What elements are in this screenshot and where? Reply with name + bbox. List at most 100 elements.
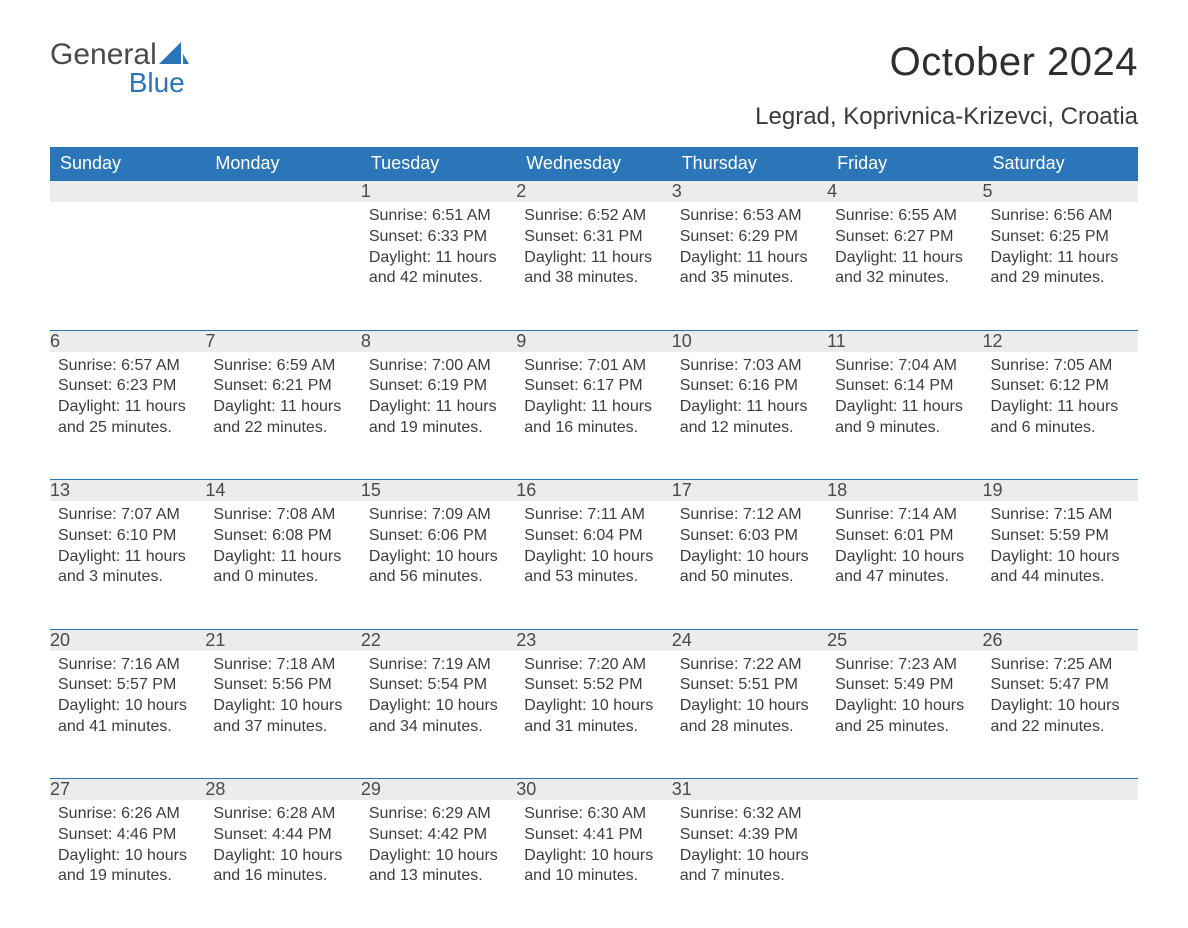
day-number-cell: 4: [827, 181, 982, 203]
day-content: Sunrise: 7:14 AMSunset: 6:01 PMDaylight:…: [827, 501, 982, 598]
day-content-cell: Sunrise: 7:22 AMSunset: 5:51 PMDaylight:…: [672, 651, 827, 779]
day-content: Sunrise: 7:05 AMSunset: 6:12 PMDaylight:…: [983, 352, 1138, 449]
day-content-cell: Sunrise: 7:14 AMSunset: 6:01 PMDaylight:…: [827, 501, 982, 629]
day-content-cell: Sunrise: 6:32 AMSunset: 4:39 PMDaylight:…: [672, 800, 827, 928]
sunset-line: Sunset: 6:12 PM: [991, 376, 1130, 397]
day-number-cell: 14: [205, 480, 360, 502]
day-content: Sunrise: 7:25 AMSunset: 5:47 PMDaylight:…: [983, 651, 1138, 748]
sunset-line: Sunset: 5:56 PM: [213, 675, 352, 696]
day-number-cell: 20: [50, 629, 205, 651]
daylight-line: Daylight: 10 hours and 19 minutes.: [58, 846, 197, 888]
day-number-cell: 10: [672, 330, 827, 352]
sunrise-line: Sunrise: 6:29 AM: [369, 804, 508, 825]
daylight-line: Daylight: 11 hours and 9 minutes.: [835, 397, 974, 439]
daylight-line: Daylight: 11 hours and 25 minutes.: [58, 397, 197, 439]
calendar-head: SundayMondayTuesdayWednesdayThursdayFrid…: [50, 147, 1138, 181]
daylight-line: Daylight: 10 hours and 44 minutes.: [991, 547, 1130, 589]
day-content: Sunrise: 7:15 AMSunset: 5:59 PMDaylight:…: [983, 501, 1138, 598]
sunrise-line: Sunrise: 7:11 AM: [524, 505, 663, 526]
day-content-cell: [983, 800, 1138, 928]
sunrise-line: Sunrise: 6:59 AM: [213, 356, 352, 377]
sunset-line: Sunset: 6:08 PM: [213, 526, 352, 547]
day-number-cell: 31: [672, 779, 827, 801]
daynum-row: 13141516171819: [50, 480, 1138, 502]
daylight-line: Daylight: 10 hours and 31 minutes.: [524, 696, 663, 738]
daylight-line: Daylight: 11 hours and 16 minutes.: [524, 397, 663, 439]
sail-icon: [159, 40, 189, 70]
weekday-row: SundayMondayTuesdayWednesdayThursdayFrid…: [50, 147, 1138, 181]
sunrise-line: Sunrise: 6:30 AM: [524, 804, 663, 825]
day-number-cell: 12: [983, 330, 1138, 352]
sunset-line: Sunset: 4:46 PM: [58, 825, 197, 846]
day-content: Sunrise: 6:32 AMSunset: 4:39 PMDaylight:…: [672, 800, 827, 897]
sunrise-line: Sunrise: 7:09 AM: [369, 505, 508, 526]
weekday-header: Thursday: [672, 147, 827, 181]
day-number-cell: 19: [983, 480, 1138, 502]
sunrise-line: Sunrise: 7:03 AM: [680, 356, 819, 377]
daylight-line: Daylight: 10 hours and 56 minutes.: [369, 547, 508, 589]
day-number-cell: 27: [50, 779, 205, 801]
day-number-cell: 29: [361, 779, 516, 801]
day-number-cell: 8: [361, 330, 516, 352]
daylight-line: Daylight: 10 hours and 16 minutes.: [213, 846, 352, 888]
sunset-line: Sunset: 4:41 PM: [524, 825, 663, 846]
sunset-line: Sunset: 6:31 PM: [524, 227, 663, 248]
weekday-header: Wednesday: [516, 147, 671, 181]
sunset-line: Sunset: 6:21 PM: [213, 376, 352, 397]
day-content-cell: Sunrise: 7:23 AMSunset: 5:49 PMDaylight:…: [827, 651, 982, 779]
sunrise-line: Sunrise: 7:12 AM: [680, 505, 819, 526]
daylight-line: Daylight: 11 hours and 38 minutes.: [524, 248, 663, 290]
page-header: General Blue October 2024 Legrad, Kopriv…: [50, 40, 1138, 139]
day-content-cell: Sunrise: 7:00 AMSunset: 6:19 PMDaylight:…: [361, 352, 516, 480]
day-content: Sunrise: 6:57 AMSunset: 6:23 PMDaylight:…: [50, 352, 205, 449]
sunrise-line: Sunrise: 6:55 AM: [835, 206, 974, 227]
day-number-cell: 21: [205, 629, 360, 651]
day-content-cell: Sunrise: 7:15 AMSunset: 5:59 PMDaylight:…: [983, 501, 1138, 629]
sunrise-line: Sunrise: 7:01 AM: [524, 356, 663, 377]
day-content-cell: Sunrise: 6:56 AMSunset: 6:25 PMDaylight:…: [983, 202, 1138, 330]
daynum-row: 20212223242526: [50, 629, 1138, 651]
sunset-line: Sunset: 6:01 PM: [835, 526, 974, 547]
daylight-line: Daylight: 11 hours and 22 minutes.: [213, 397, 352, 439]
weekday-header: Monday: [205, 147, 360, 181]
day-content-cell: Sunrise: 7:05 AMSunset: 6:12 PMDaylight:…: [983, 352, 1138, 480]
sunset-line: Sunset: 5:59 PM: [991, 526, 1130, 547]
day-number-cell: 16: [516, 480, 671, 502]
day-content-cell: Sunrise: 7:01 AMSunset: 6:17 PMDaylight:…: [516, 352, 671, 480]
sunrise-line: Sunrise: 6:56 AM: [991, 206, 1130, 227]
title-block: October 2024 Legrad, Koprivnica-Krizevci…: [755, 40, 1138, 139]
day-number-cell: 17: [672, 480, 827, 502]
day-content: Sunrise: 7:04 AMSunset: 6:14 PMDaylight:…: [827, 352, 982, 449]
day-content: Sunrise: 6:53 AMSunset: 6:29 PMDaylight:…: [672, 202, 827, 299]
daycontent-row: Sunrise: 6:57 AMSunset: 6:23 PMDaylight:…: [50, 352, 1138, 480]
day-number-cell: 23: [516, 629, 671, 651]
day-content-cell: Sunrise: 7:08 AMSunset: 6:08 PMDaylight:…: [205, 501, 360, 629]
day-content: Sunrise: 6:26 AMSunset: 4:46 PMDaylight:…: [50, 800, 205, 897]
daylight-line: Daylight: 11 hours and 32 minutes.: [835, 248, 974, 290]
sunset-line: Sunset: 6:29 PM: [680, 227, 819, 248]
day-number-cell: 5: [983, 181, 1138, 203]
logo-text-blue: Blue: [50, 70, 189, 95]
sunset-line: Sunset: 6:27 PM: [835, 227, 974, 248]
day-content-cell: Sunrise: 7:25 AMSunset: 5:47 PMDaylight:…: [983, 651, 1138, 779]
logo: General Blue: [50, 40, 189, 95]
sunset-line: Sunset: 5:49 PM: [835, 675, 974, 696]
calendar-body: 12345Sunrise: 6:51 AMSunset: 6:33 PMDayl…: [50, 181, 1138, 928]
daylight-line: Daylight: 11 hours and 35 minutes.: [680, 248, 819, 290]
sunrise-line: Sunrise: 7:15 AM: [991, 505, 1130, 526]
sunset-line: Sunset: 5:51 PM: [680, 675, 819, 696]
day-number-cell: 22: [361, 629, 516, 651]
day-content: Sunrise: 6:55 AMSunset: 6:27 PMDaylight:…: [827, 202, 982, 299]
sunrise-line: Sunrise: 7:23 AM: [835, 655, 974, 676]
sunrise-line: Sunrise: 7:14 AM: [835, 505, 974, 526]
sunrise-line: Sunrise: 7:20 AM: [524, 655, 663, 676]
day-content-cell: Sunrise: 6:52 AMSunset: 6:31 PMDaylight:…: [516, 202, 671, 330]
daylight-line: Daylight: 10 hours and 41 minutes.: [58, 696, 197, 738]
day-content: Sunrise: 7:03 AMSunset: 6:16 PMDaylight:…: [672, 352, 827, 449]
day-content: Sunrise: 7:19 AMSunset: 5:54 PMDaylight:…: [361, 651, 516, 748]
sunrise-line: Sunrise: 7:04 AM: [835, 356, 974, 377]
sunset-line: Sunset: 5:57 PM: [58, 675, 197, 696]
day-content: Sunrise: 7:11 AMSunset: 6:04 PMDaylight:…: [516, 501, 671, 598]
sunrise-line: Sunrise: 7:18 AM: [213, 655, 352, 676]
sunset-line: Sunset: 6:10 PM: [58, 526, 197, 547]
